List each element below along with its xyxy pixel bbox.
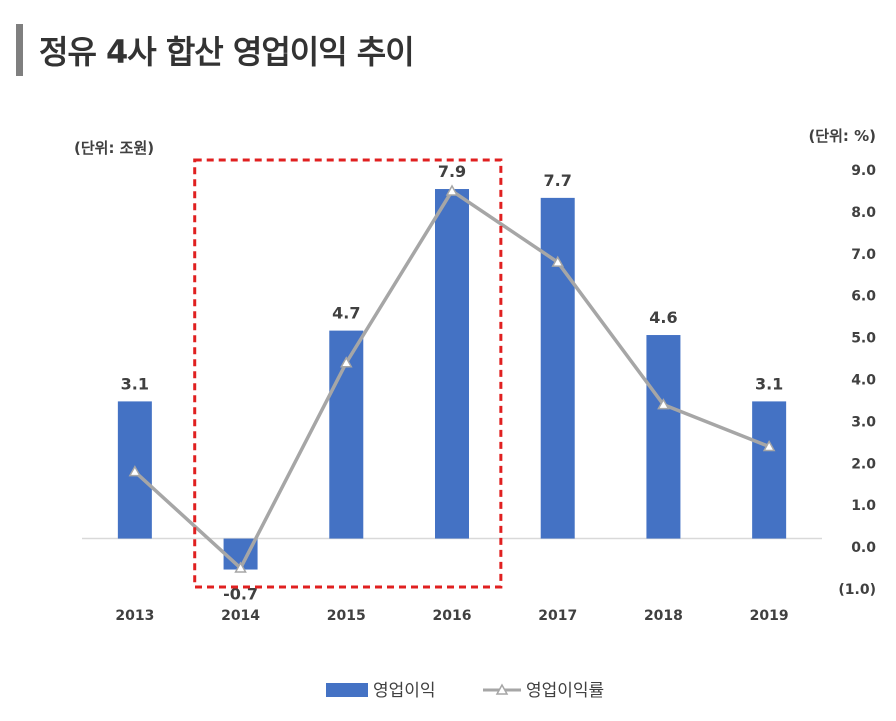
page-title: 정유 4사 합산 영업이익 추이	[39, 33, 415, 71]
margin-point-2018	[657, 398, 670, 410]
right-tick-label: 5.0	[851, 331, 876, 347]
right-tick-label: 0.0	[851, 540, 876, 556]
bar-value-label-2013: 3.1	[121, 374, 149, 393]
title-block: 정유 4사 합산 영업이익 추이	[16, 24, 415, 76]
right-tick-label: 9.0	[851, 163, 876, 179]
right-tick-label: 1.0	[851, 498, 876, 514]
bar-value-label-2017: 7.7	[544, 171, 572, 190]
x-tick-2013: 2013	[115, 608, 154, 624]
margin-point-2017	[551, 255, 564, 267]
bar-2018	[646, 335, 681, 539]
bar-value-label-2019: 3.1	[755, 374, 783, 393]
right-tick-label: 4.0	[851, 373, 876, 389]
x-tick-2017: 2017	[538, 608, 577, 624]
right-tick-label: 3.0	[851, 414, 876, 430]
right-tick-label: 6.0	[851, 289, 876, 305]
bar-2016	[435, 189, 469, 539]
x-tick-2018: 2018	[644, 608, 683, 624]
margin-point-2013	[128, 465, 142, 477]
bar-value-label-2018: 4.6	[649, 308, 677, 327]
margin-point-2019	[762, 439, 776, 452]
x-tick-2016: 2016	[433, 608, 472, 624]
bar-value-label-2016: 7.9	[438, 162, 466, 181]
x-tick-2014: 2014	[221, 608, 260, 624]
margin-point-2015	[340, 356, 353, 368]
bar-value-label-2015: 4.7	[332, 304, 360, 323]
legend-line-marker	[495, 683, 509, 695]
right-unit-label: (단위: %)	[808, 127, 876, 145]
margin-point-2014	[234, 561, 247, 573]
bar-2017	[540, 197, 575, 539]
right-tick-label: 8.0	[851, 205, 876, 221]
left-unit-label: (단위: 조원)	[74, 139, 154, 157]
x-tick-2019: 2019	[750, 608, 789, 624]
legend-bar-swatch	[326, 683, 368, 697]
margin-point-2016	[445, 184, 459, 196]
right-tick-label: (1.0)	[838, 582, 876, 598]
title-accent-bar	[16, 24, 23, 76]
legend-bar-label: 영업이익	[373, 681, 436, 701]
right-tick-label: 2.0	[851, 456, 876, 472]
x-tick-2015: 2015	[327, 608, 366, 624]
right-tick-label: 7.0	[851, 247, 876, 263]
highlight-box	[193, 158, 503, 589]
bar-value-label-2014: -0.7	[223, 585, 258, 604]
legend-line-label: 영업이익률	[526, 681, 604, 701]
bar-2019	[752, 401, 787, 539]
